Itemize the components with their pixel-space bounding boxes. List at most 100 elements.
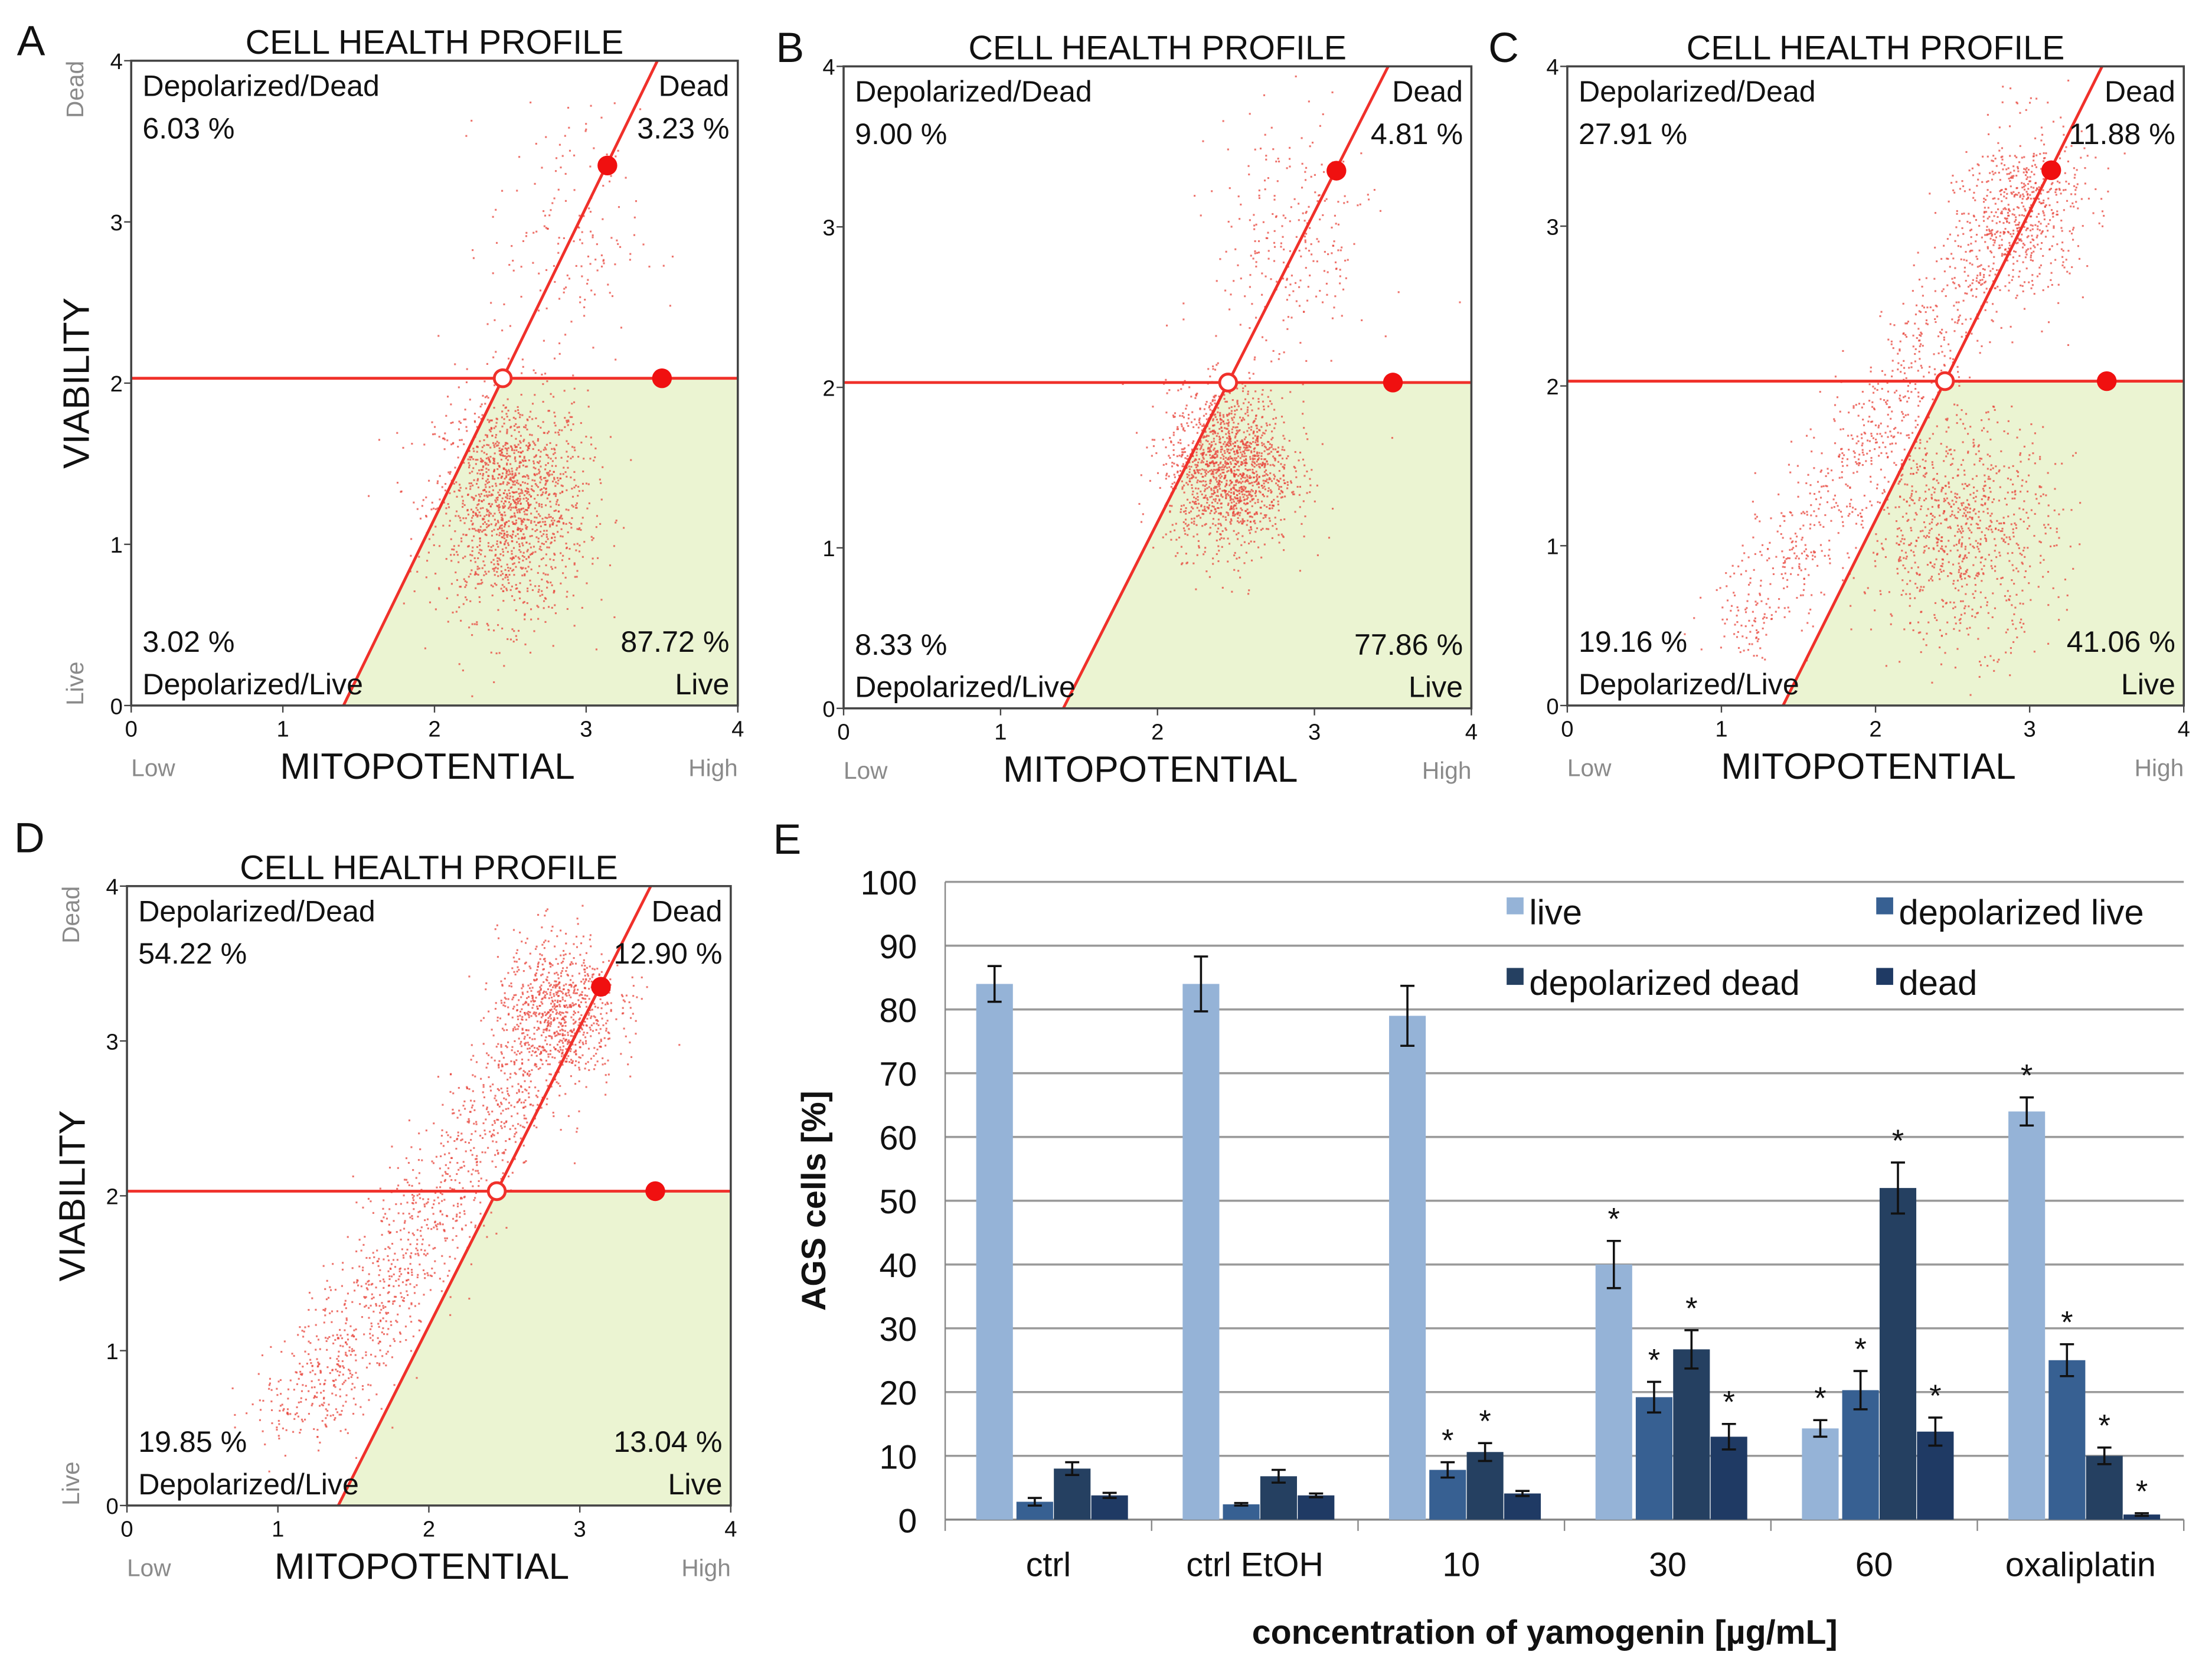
data-point <box>1222 436 1224 439</box>
data-point <box>1196 463 1198 466</box>
data-point <box>447 503 449 505</box>
data-point <box>1254 435 1256 437</box>
data-point <box>471 554 473 557</box>
data-point <box>1981 279 1984 281</box>
data-point <box>495 442 497 445</box>
data-point <box>1176 428 1178 430</box>
data-point <box>1223 477 1226 480</box>
data-point <box>1923 466 1926 469</box>
data-point <box>1311 253 1313 256</box>
data-point <box>1185 512 1187 515</box>
data-point <box>1217 507 1219 509</box>
data-point <box>2014 522 2016 524</box>
data-point <box>1962 423 1965 425</box>
data-point <box>1848 512 1851 515</box>
data-point <box>537 590 540 593</box>
data-point <box>548 494 550 496</box>
data-point <box>1244 413 1247 415</box>
data-point <box>1985 198 1987 201</box>
data-point <box>519 416 521 419</box>
data-point <box>1188 461 1191 463</box>
data-point <box>1857 414 1860 417</box>
data-point <box>1213 465 1216 467</box>
y-tick-label: 2 <box>822 376 835 401</box>
data-point <box>1994 550 1996 552</box>
data-point <box>540 549 543 551</box>
data-point <box>1197 472 1200 474</box>
data-point <box>1269 472 1272 475</box>
data-point <box>1834 442 1837 445</box>
data-point <box>1200 214 1202 217</box>
data-point <box>2019 602 2021 605</box>
data-point <box>1341 246 1343 249</box>
data-point <box>1242 496 1244 498</box>
data-point <box>1270 126 1273 129</box>
data-point <box>1807 555 1809 557</box>
data-point <box>1231 399 1234 401</box>
data-point <box>1205 453 1207 456</box>
data-point <box>1821 550 1823 552</box>
data-point <box>460 537 463 540</box>
data-point <box>2011 551 2014 554</box>
data-point <box>481 459 483 461</box>
data-point <box>1987 498 1989 501</box>
data-point <box>1934 488 1936 490</box>
data-point <box>565 523 567 525</box>
data-point <box>479 473 482 475</box>
data-point <box>1208 470 1211 472</box>
data-point <box>1173 474 1175 476</box>
data-point <box>515 423 517 425</box>
data-point <box>1242 442 1244 445</box>
data-point <box>485 434 487 436</box>
data-point <box>1260 426 1263 428</box>
data-point <box>1801 538 1803 541</box>
data-point <box>1233 514 1236 517</box>
data-point <box>1274 475 1276 478</box>
data-point <box>1915 440 1917 443</box>
data-point <box>523 439 525 441</box>
data-point <box>2016 436 2018 439</box>
data-point <box>529 553 532 556</box>
data-point <box>527 477 530 479</box>
data-point <box>1213 425 1215 427</box>
data-point <box>1769 541 1771 544</box>
data-point <box>1969 529 1971 531</box>
data-point <box>534 372 537 374</box>
data-point <box>1959 530 1961 533</box>
data-point <box>1244 468 1247 471</box>
data-point <box>491 493 493 495</box>
data-point <box>1984 481 1986 483</box>
data-point <box>1177 552 1179 554</box>
data-point <box>576 528 579 530</box>
data-point <box>1919 497 1921 499</box>
data-point <box>494 462 496 465</box>
data-point <box>1964 573 1966 575</box>
data-point <box>501 514 504 517</box>
data-point <box>1926 452 1928 455</box>
data-point <box>1204 488 1207 491</box>
data-point <box>1901 459 1903 461</box>
data-point <box>1273 498 1275 501</box>
data-point <box>609 292 611 294</box>
data-point <box>538 503 540 505</box>
data-point <box>1210 510 1213 512</box>
data-point <box>1246 474 1248 476</box>
data-point <box>1227 448 1230 451</box>
data-point <box>1965 318 1967 321</box>
data-point <box>1736 606 1739 609</box>
data-point <box>606 154 608 156</box>
data-point <box>491 485 494 487</box>
data-point <box>539 531 542 533</box>
data-point <box>573 446 576 449</box>
data-point <box>2045 494 2047 497</box>
data-point <box>1958 540 1961 543</box>
data-point <box>1314 500 1316 502</box>
data-point <box>545 269 548 271</box>
data-point <box>1259 520 1262 523</box>
data-point <box>545 453 548 456</box>
data-point <box>2015 543 2018 545</box>
data-point <box>1897 543 1900 546</box>
data-point <box>1772 573 1775 575</box>
data-point <box>1934 499 1936 501</box>
data-point <box>1747 593 1750 596</box>
